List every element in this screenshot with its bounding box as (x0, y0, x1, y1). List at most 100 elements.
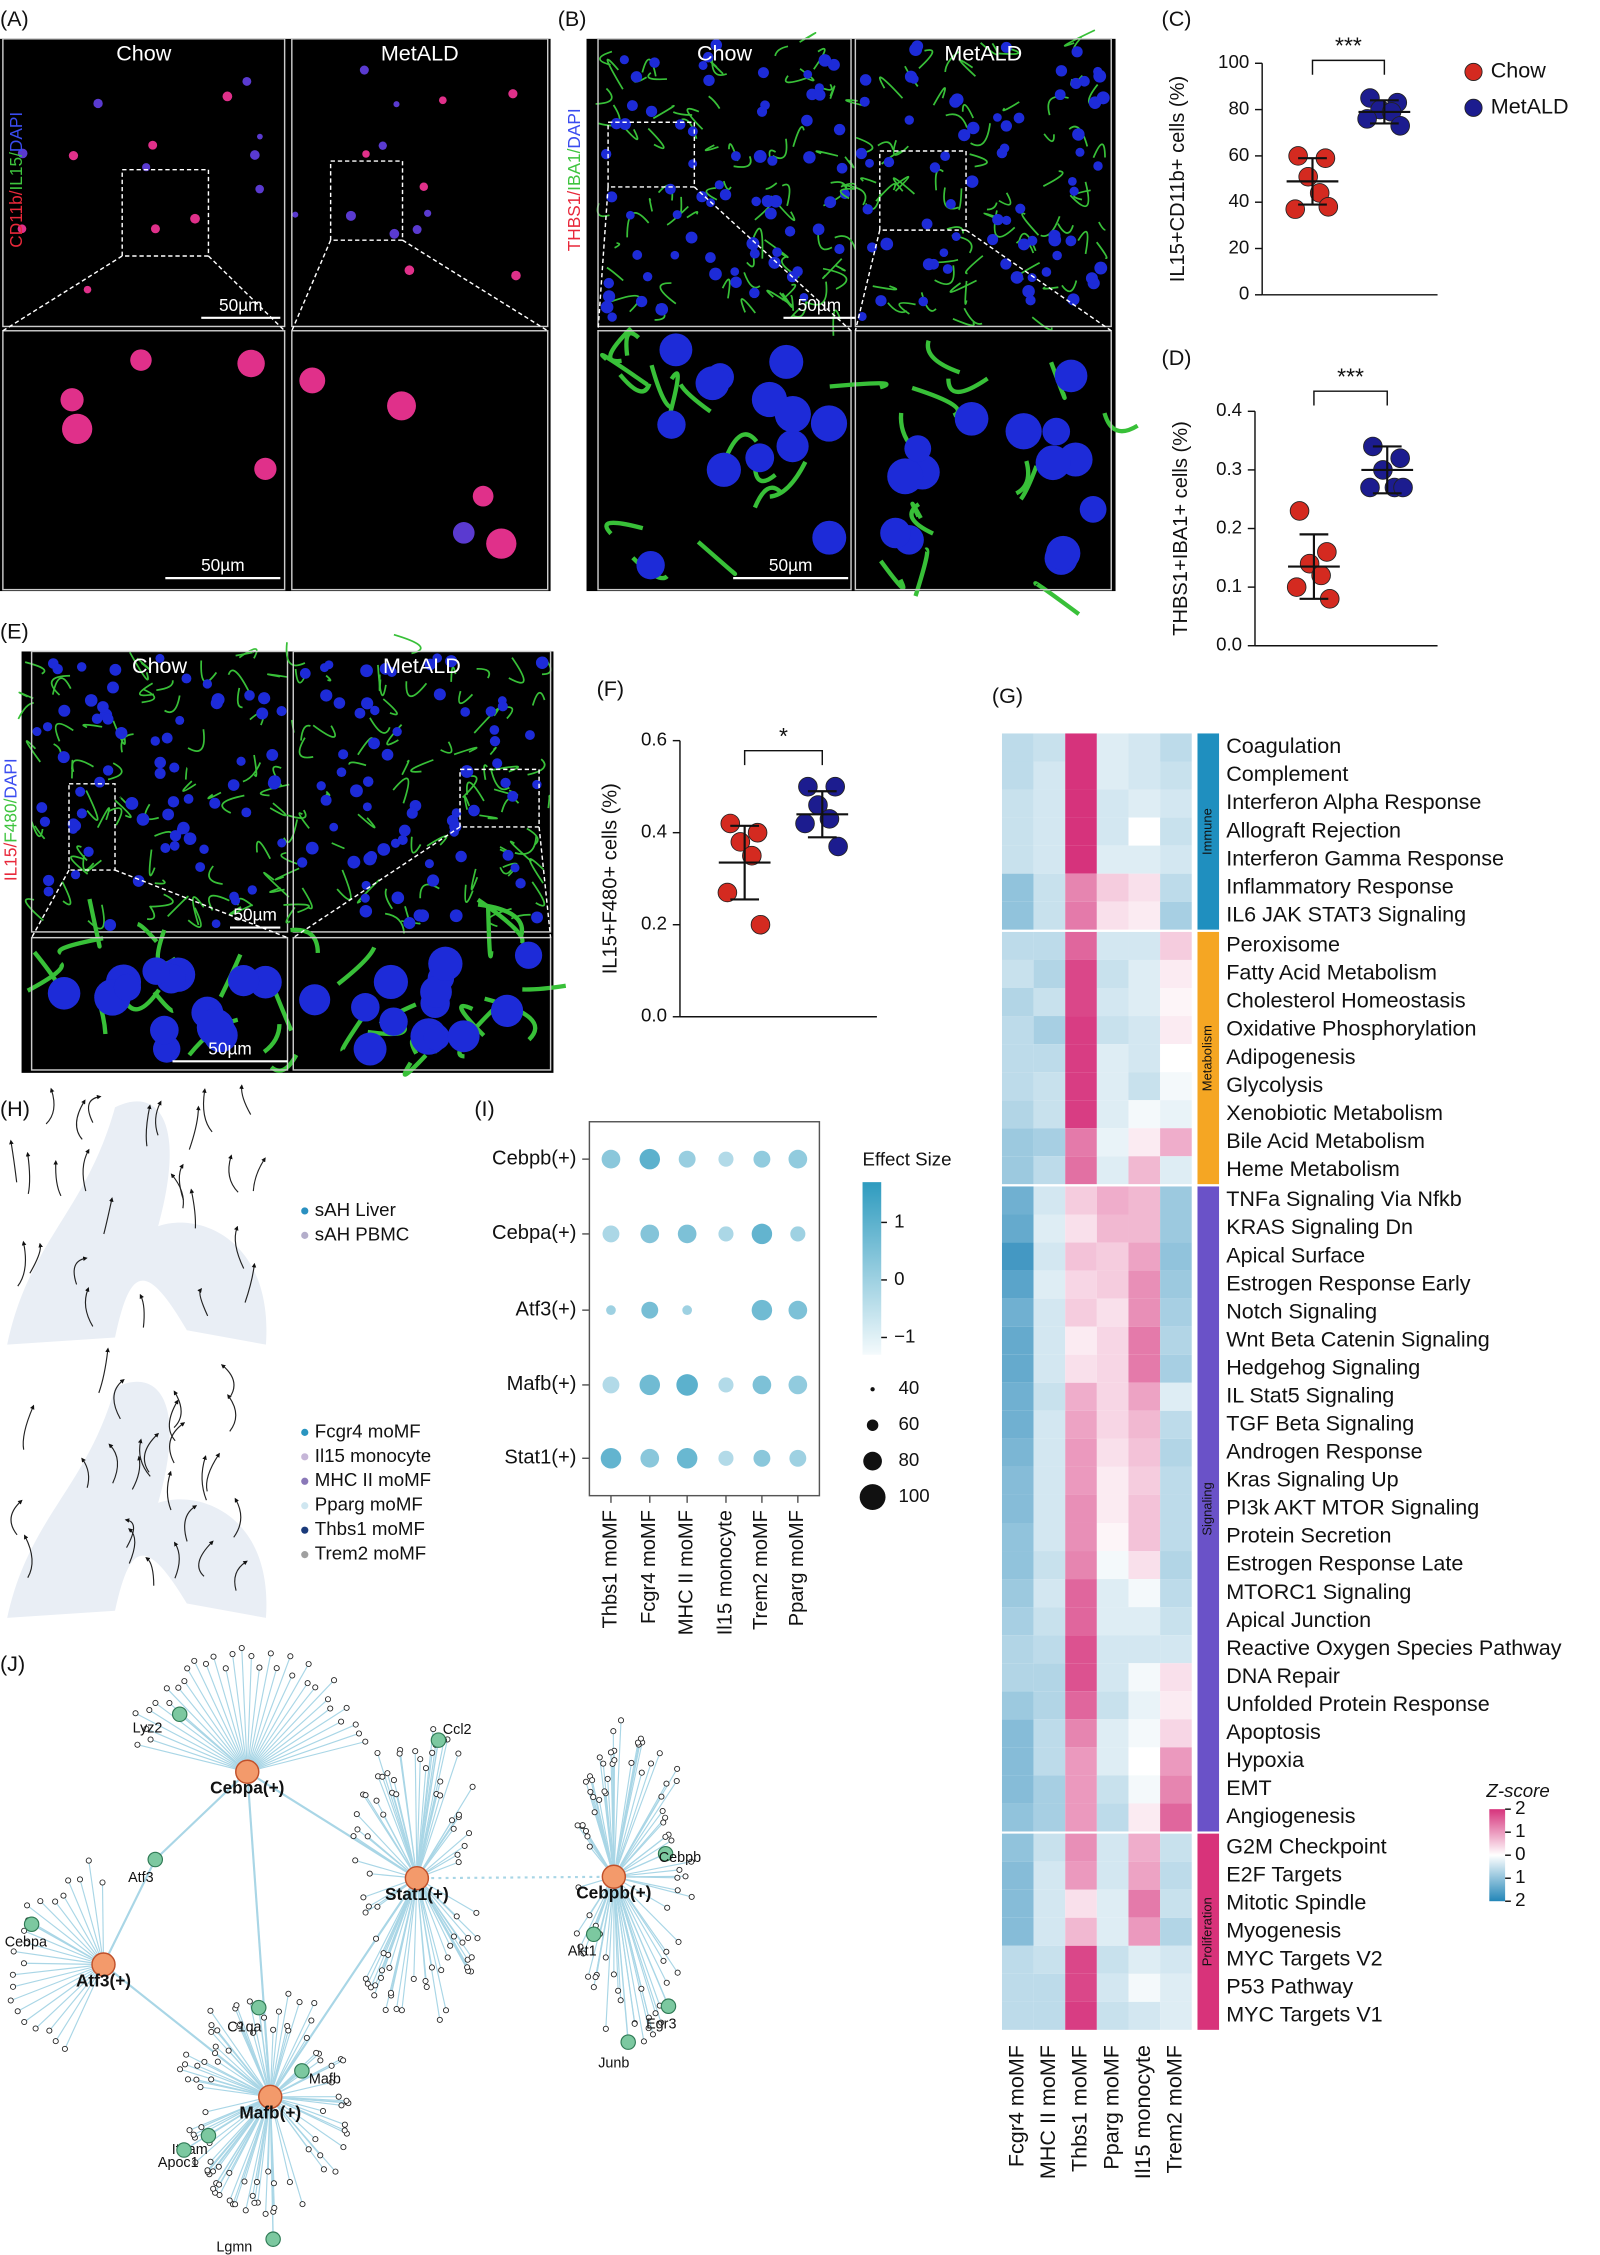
nucleus (244, 690, 255, 701)
streamline (239, 1084, 252, 1115)
cell-process (705, 187, 718, 201)
heatmap-cell (1033, 1917, 1066, 1946)
nucleus (211, 919, 221, 929)
nucleus (209, 797, 221, 809)
nucleus (751, 196, 761, 207)
cell (60, 388, 84, 412)
edge (149, 1709, 248, 1773)
heatmap-cell (1160, 1803, 1192, 1832)
target-node (261, 2014, 268, 2021)
dot (753, 1449, 771, 1467)
edge (595, 1876, 615, 1978)
heatmap-cell (1096, 1382, 1129, 1411)
cell-process (312, 724, 336, 738)
target-node (10, 1983, 17, 1990)
cell (472, 485, 494, 507)
streamline (108, 1443, 119, 1484)
nucleus (862, 204, 873, 215)
target-node (362, 1738, 369, 1745)
dot (641, 1301, 659, 1319)
nucleus (531, 911, 543, 924)
nucleus (918, 296, 929, 307)
legend-swatch (301, 1526, 309, 1534)
heatmap-cell (1096, 1775, 1129, 1804)
heatmap-cell (1160, 873, 1192, 902)
legend-swatch (1464, 62, 1483, 81)
legend-swatch (1464, 98, 1483, 117)
target-node (350, 1833, 357, 1840)
target-node (617, 1717, 625, 1724)
target-node (658, 2019, 665, 2026)
stain-part: IL15/ (6, 152, 26, 191)
nucleus (792, 266, 803, 277)
nucleus (865, 158, 874, 168)
cell-process (817, 233, 833, 251)
heatmap-cell (1096, 1326, 1129, 1355)
cell-process (453, 746, 478, 756)
cell-process (781, 183, 791, 207)
nucleus (1085, 272, 1098, 285)
data-point (825, 776, 845, 797)
cell-process (470, 868, 479, 891)
edge (613, 1876, 667, 1953)
cell-process (892, 177, 915, 195)
heatmap-cell (1033, 845, 1066, 874)
nucleus (776, 430, 809, 463)
cell-process (937, 259, 959, 264)
heatmap-cell (1033, 1945, 1066, 1974)
streamline (170, 1173, 184, 1209)
nucleus (1015, 203, 1026, 214)
target-node (226, 2197, 233, 2204)
cell (511, 270, 521, 281)
row-label: Mafb(+) (507, 1373, 577, 1395)
dot (601, 1149, 621, 1169)
heatmap-cell (1096, 789, 1129, 818)
heatmap-cell (1096, 761, 1129, 790)
nucleus (107, 681, 119, 694)
heatmap-cell (1128, 1242, 1161, 1271)
nucleus (320, 689, 333, 702)
heatmap-cell (1033, 1663, 1066, 1692)
zoom-box (68, 783, 116, 871)
gene-node (250, 1999, 267, 2016)
edge (150, 1738, 248, 1773)
cell-process (25, 740, 41, 763)
y-tick-label: 0.3 (1216, 458, 1242, 479)
target-node (215, 2163, 222, 2170)
target-node (674, 1765, 681, 1772)
cell-process (473, 707, 500, 734)
cell-process (146, 905, 156, 921)
stain-part: DAPI (6, 112, 26, 152)
nucleus (333, 697, 346, 709)
nucleus (632, 250, 643, 260)
streamline (228, 1154, 239, 1193)
heatmap-cell (1160, 931, 1192, 960)
nucleus (909, 43, 923, 57)
y-tick-label: 80 (1228, 98, 1249, 119)
nucleus (1065, 235, 1077, 247)
heatmap-cell (1128, 1156, 1161, 1185)
cell-process (235, 651, 254, 657)
row-label: Reactive Oxygen Species Pathway (1226, 1635, 1562, 1660)
edge (12, 1963, 104, 1988)
edge (367, 1877, 418, 1984)
nucleus (1067, 293, 1080, 306)
nucleus (515, 878, 526, 889)
heatmap-cell (1065, 988, 1097, 1017)
cell-process (708, 95, 721, 109)
cell-process (1021, 212, 1040, 236)
cell-process (599, 50, 613, 66)
edge (414, 1751, 418, 1879)
legend-swatch (301, 1428, 309, 1436)
heatmap-cell (1096, 1214, 1129, 1243)
legend-label: Pparg moMF (315, 1494, 423, 1515)
nucleus (58, 704, 71, 717)
cell-process (813, 47, 826, 70)
nucleus (950, 93, 964, 106)
cell (393, 101, 400, 108)
colorbar-title: Z-score (1485, 1780, 1549, 1801)
cell-process (945, 113, 968, 128)
image-frame (30, 936, 289, 1071)
row-label: Notch Signaling (1226, 1298, 1377, 1323)
nucleus (445, 655, 458, 668)
